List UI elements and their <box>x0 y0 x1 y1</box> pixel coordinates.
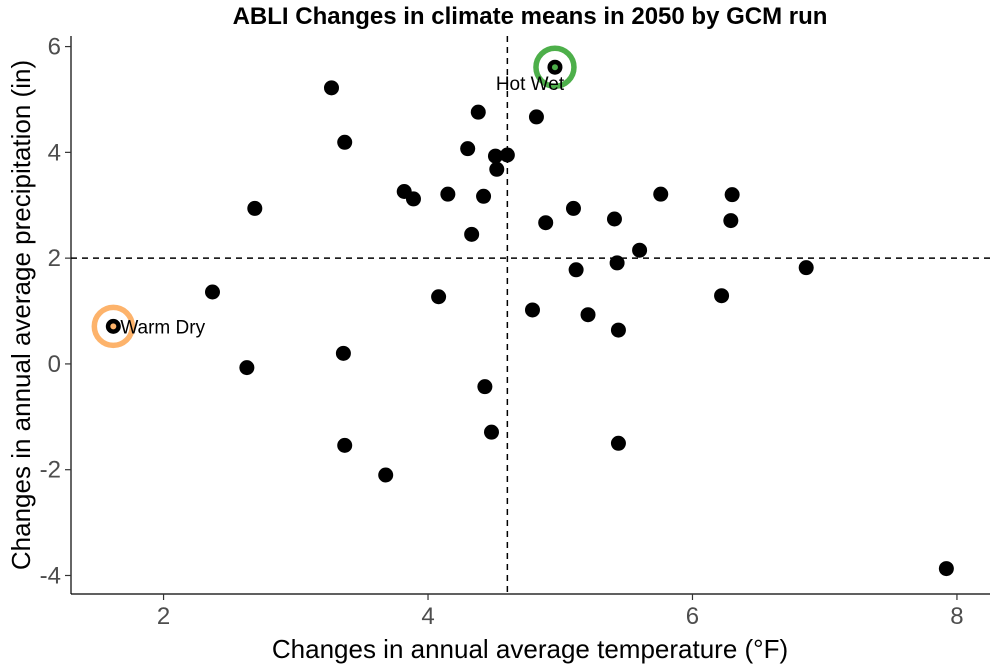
highlight-labels: Hot Wet Warm Dry <box>120 74 565 338</box>
x-tick-label-4: 8 <box>950 603 963 630</box>
data-point-19 <box>538 215 554 231</box>
data-point-18 <box>723 213 739 229</box>
highlight-label-2: Warm Dry <box>120 317 205 338</box>
y-tick-label-4: 2 <box>48 245 61 272</box>
data-point-20 <box>464 226 480 242</box>
data-point-14 <box>724 187 740 203</box>
highlight-markers <box>110 64 558 330</box>
data-point-26 <box>431 289 447 305</box>
y-tick-label-5: 4 <box>48 139 61 166</box>
data-point-24 <box>798 260 814 276</box>
data-point-39 <box>938 561 954 577</box>
data-point-5 <box>460 141 476 157</box>
data-point-13 <box>653 186 669 202</box>
data-point-37 <box>610 435 626 451</box>
data-point-16 <box>565 200 581 216</box>
data-point-30 <box>610 322 626 338</box>
x-tick-label-1: 2 <box>157 603 170 630</box>
data-point-32 <box>335 345 351 361</box>
y-axis-ticks: -4 -2 0 2 4 6 <box>40 34 71 589</box>
data-point-29 <box>580 307 596 323</box>
data-point-22 <box>609 255 625 271</box>
highlight-marker-2 <box>110 323 117 330</box>
data-point-38 <box>378 467 394 483</box>
y-axis-label: Changes in annual average precipitation … <box>6 60 36 570</box>
y-tick-label-6: 6 <box>48 34 61 61</box>
data-points <box>105 59 954 577</box>
data-point-23 <box>568 262 584 278</box>
data-point-33 <box>239 360 255 376</box>
x-tick-label-2: 4 <box>421 603 434 630</box>
highlight-label-1: Hot Wet <box>496 74 565 95</box>
data-point-35 <box>483 424 499 440</box>
axes <box>70 36 990 595</box>
x-axis-ticks: 2 4 6 8 <box>157 594 964 630</box>
highlight-rings <box>91 45 577 349</box>
data-point-10 <box>405 191 421 207</box>
highlight-ring-1 <box>533 45 577 89</box>
data-point-7 <box>499 147 515 163</box>
data-point-15 <box>247 200 263 216</box>
data-point-17 <box>606 211 622 227</box>
chart-title: ABLI Changes in climate means in 2050 by… <box>233 3 828 30</box>
x-tick-label-3: 6 <box>686 603 699 630</box>
data-point-8 <box>489 161 505 177</box>
data-point-11 <box>440 186 456 202</box>
data-point-36 <box>337 437 353 453</box>
data-point-3 <box>528 109 544 125</box>
reference-lines <box>71 36 990 594</box>
data-point-21 <box>632 242 648 258</box>
y-tick-label-2: -2 <box>40 457 61 484</box>
y-tick-label-1: -4 <box>40 562 61 589</box>
data-point-28 <box>524 302 540 318</box>
x-axis-label: Changes in annual average temperature (°… <box>272 634 788 664</box>
data-point-27 <box>714 288 730 304</box>
y-tick-label-3: 0 <box>48 351 61 378</box>
highlight-ring-2 <box>91 304 136 349</box>
data-point-1 <box>323 80 339 96</box>
data-point-34 <box>477 379 493 395</box>
data-point-25 <box>204 284 220 300</box>
data-point-6 <box>487 148 503 164</box>
data-point-12 <box>476 188 492 204</box>
data-point-2 <box>470 104 486 120</box>
highlight-marker-1 <box>551 64 558 71</box>
data-point-4 <box>337 134 353 150</box>
